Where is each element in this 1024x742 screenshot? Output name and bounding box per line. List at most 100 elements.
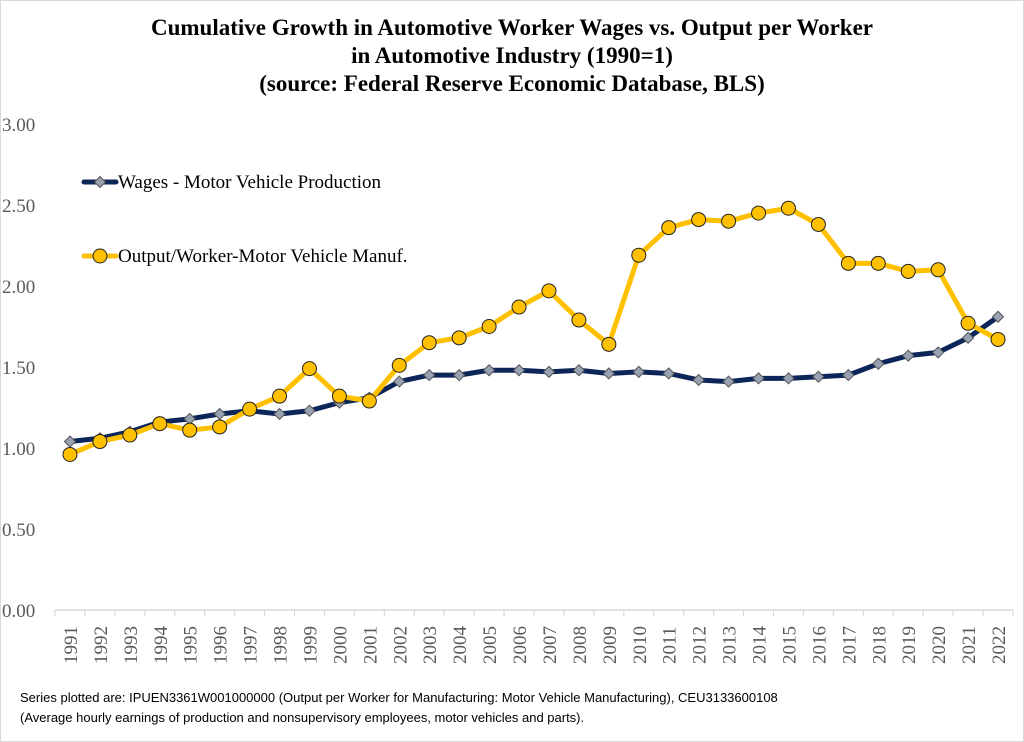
data-point — [511, 299, 527, 315]
chart-title-line-3: (source: Federal Reserve Economic Databa… — [259, 71, 765, 96]
data-point — [870, 255, 886, 271]
data-point — [900, 263, 916, 279]
data-point — [692, 373, 705, 387]
footnote: Series plotted are: IPUEN3361W001000000 … — [20, 688, 1010, 728]
x-tick-label: 2001 — [360, 626, 381, 664]
data-point — [961, 331, 975, 345]
series-line — [67, 314, 1001, 445]
data-point — [571, 312, 587, 328]
y-tick-label: 0.50 — [2, 520, 35, 541]
data-point — [212, 419, 228, 435]
x-tick-label: 2016 — [809, 626, 830, 664]
data-point — [722, 375, 735, 388]
data-point — [752, 372, 765, 385]
data-point — [812, 370, 825, 383]
x-tick-label: 2006 — [510, 626, 531, 664]
y-tick-label: 0.00 — [2, 601, 35, 622]
data-point — [303, 404, 316, 417]
data-point — [331, 388, 347, 404]
data-point — [482, 364, 496, 377]
data-point — [152, 416, 168, 432]
x-tick-label: 2002 — [390, 626, 411, 664]
x-tick-label: 1999 — [300, 626, 321, 664]
x-tick-label: 1995 — [181, 626, 202, 664]
data-point — [990, 331, 1006, 347]
x-axis: 1991 1992 1993 1994 1995 1996 1997 1998 1999 2000… — [54, 610, 1014, 665]
data-point — [572, 364, 586, 377]
x-tick-label: 2015 — [779, 626, 800, 664]
series-wages — [63, 310, 1005, 448]
data-point — [751, 205, 767, 221]
data-point — [691, 212, 707, 228]
x-tick-label: 2014 — [750, 626, 771, 665]
x-tick-label: 1998 — [271, 626, 292, 664]
x-tick-label: 2003 — [420, 626, 441, 664]
data-point — [930, 262, 946, 278]
x-tick-label: 2011 — [660, 627, 681, 664]
data-point — [632, 365, 645, 379]
chart-title: Cumulative Growth in Automotive Worker W… — [0, 14, 1024, 98]
chart-title-line-2: in Automotive Industry (1990=1) — [351, 43, 673, 68]
x-tick-label: 2021 — [959, 626, 980, 664]
x-tick-label: 1991 — [61, 626, 82, 664]
x-tick-label: 2009 — [600, 626, 621, 664]
y-tick-label: 1.50 — [2, 358, 35, 379]
data-point — [62, 446, 78, 462]
y-tick-label: 1.00 — [2, 439, 35, 460]
data-point — [421, 335, 437, 351]
x-tick-label: 2019 — [899, 626, 920, 664]
x-tick-label: 2018 — [869, 626, 890, 664]
legend-label: Output/Worker-Motor Vehicle Manuf. — [118, 246, 408, 267]
y-tick-label: 2.00 — [2, 277, 35, 298]
data-point — [810, 216, 826, 232]
x-tick-label: 1992 — [91, 626, 112, 664]
legend-entry: Wages - Motor Vehicle Production — [81, 172, 382, 193]
x-tick-label: 2008 — [570, 626, 591, 664]
data-point — [902, 349, 915, 362]
data-point — [272, 388, 288, 404]
legend: Wages - Motor Vehicle Production Output/W… — [81, 172, 408, 267]
data-point — [301, 361, 317, 377]
y-axis: 0.00 0.50 1.00 1.50 2.00 2.50 3.00 — [2, 115, 35, 622]
x-tick-label: 2012 — [690, 626, 711, 664]
data-point — [213, 407, 226, 421]
x-tick-label: 1993 — [121, 626, 142, 664]
data-point — [842, 368, 855, 382]
data-point — [182, 422, 198, 438]
series-output-per-worker — [62, 200, 1006, 462]
data-point — [931, 346, 945, 359]
footnote-line-1: Series plotted are: IPUEN3361W001000000 … — [20, 690, 778, 705]
data-point — [393, 375, 406, 388]
series-layer — [62, 200, 1006, 462]
legend-marker — [93, 175, 107, 189]
x-tick-label: 1996 — [211, 626, 232, 664]
x-tick-label: 1997 — [241, 626, 262, 664]
footnote-line-2: (Average hourly earnings of production a… — [20, 710, 585, 725]
x-tick-label: 2010 — [630, 626, 651, 664]
data-point — [63, 435, 77, 448]
data-point — [452, 368, 466, 382]
x-tick-label: 2020 — [929, 626, 950, 664]
data-point — [721, 213, 737, 229]
x-tick-label: 2004 — [450, 626, 471, 665]
data-point — [991, 310, 1005, 323]
data-point — [273, 407, 286, 421]
legend-entry: Output/Worker-Motor Vehicle Manuf. — [81, 246, 408, 267]
x-tick-label: 2013 — [720, 626, 741, 664]
data-point — [542, 365, 556, 379]
data-point — [423, 368, 436, 382]
data-point — [451, 330, 467, 346]
data-point — [602, 367, 616, 380]
data-point — [242, 401, 258, 417]
data-point — [960, 315, 976, 331]
y-tick-label: 3.00 — [2, 115, 35, 136]
data-point — [122, 427, 138, 443]
data-point — [780, 200, 796, 216]
data-point — [662, 367, 675, 380]
legend-marker — [92, 248, 108, 264]
data-point — [92, 434, 108, 450]
data-point — [391, 357, 407, 373]
data-point — [782, 372, 795, 385]
data-point — [661, 220, 677, 236]
